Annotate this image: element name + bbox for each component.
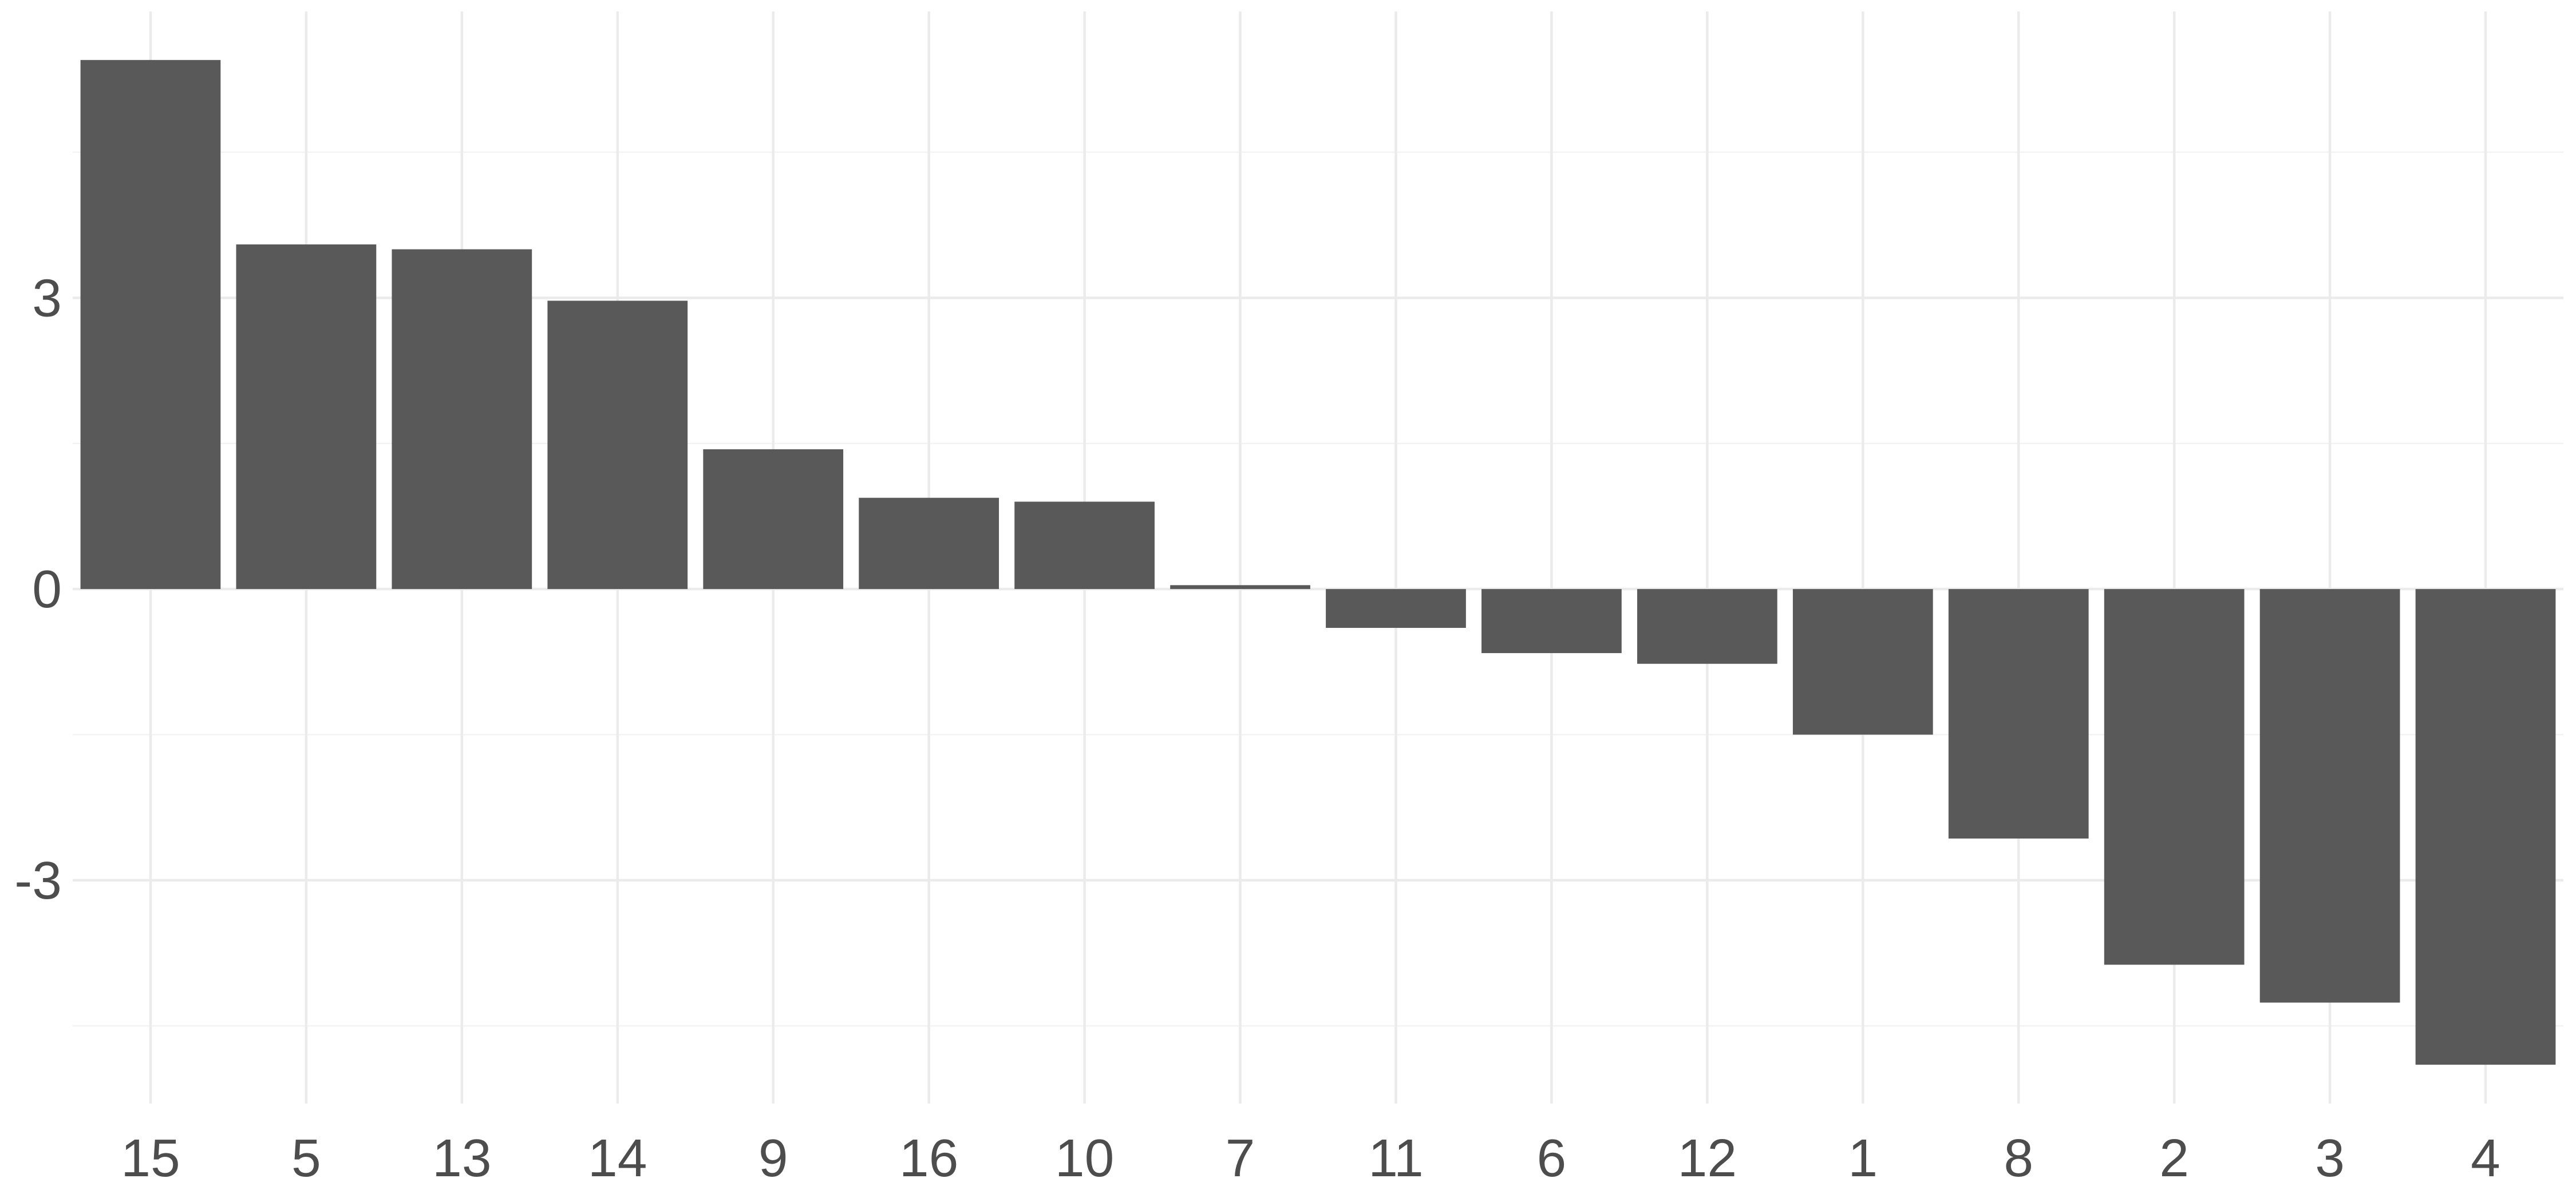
x-tick-label: 11 <box>1368 1128 1424 1188</box>
y-tick-label: 0 <box>32 559 62 619</box>
bar-10 <box>1014 501 1155 590</box>
x-tick-label: 9 <box>758 1128 788 1188</box>
x-axis-tick-labels: 15 5 13 14 9 16 10 7 11 6 12 1 8 2 3 4 <box>121 1128 2500 1188</box>
bar-5 <box>236 244 377 590</box>
x-tick-label: 4 <box>2471 1128 2500 1188</box>
x-tick-label: 5 <box>291 1128 321 1188</box>
bar-15 <box>80 60 221 590</box>
bar-12 <box>1637 589 1777 664</box>
x-tick-label: 12 <box>1678 1128 1737 1188</box>
bar-7 <box>1170 585 1310 590</box>
bar-8 <box>1948 589 2089 839</box>
bar-9 <box>703 449 844 590</box>
x-tick-label: 14 <box>588 1128 647 1188</box>
bar-1 <box>1792 589 1933 735</box>
x-tick-label: 6 <box>1537 1128 1567 1188</box>
bar-4 <box>2415 589 2556 1065</box>
x-tick-label: 7 <box>1226 1128 1255 1188</box>
bar-14 <box>547 300 688 590</box>
bar-16 <box>859 497 999 590</box>
bar-13 <box>392 249 532 590</box>
bar-3 <box>2259 589 2400 1003</box>
x-tick-label: 8 <box>2004 1128 2033 1188</box>
bar-6 <box>1481 589 1622 654</box>
x-tick-label: 16 <box>899 1128 958 1188</box>
bars <box>80 60 2556 1065</box>
y-axis-tick-labels: -3 0 3 <box>14 268 62 910</box>
y-tick-label: -3 <box>14 851 62 910</box>
bar-11 <box>1326 589 1466 628</box>
x-tick-label: 15 <box>121 1128 180 1188</box>
x-tick-label: 1 <box>1848 1128 1878 1188</box>
x-tick-label: 10 <box>1055 1128 1114 1188</box>
x-tick-label: 3 <box>2315 1128 2345 1188</box>
x-tick-label: 2 <box>2159 1128 2189 1188</box>
x-tick-label: 13 <box>432 1128 491 1188</box>
bar-2 <box>2104 589 2245 965</box>
y-tick-label: 3 <box>32 268 62 327</box>
